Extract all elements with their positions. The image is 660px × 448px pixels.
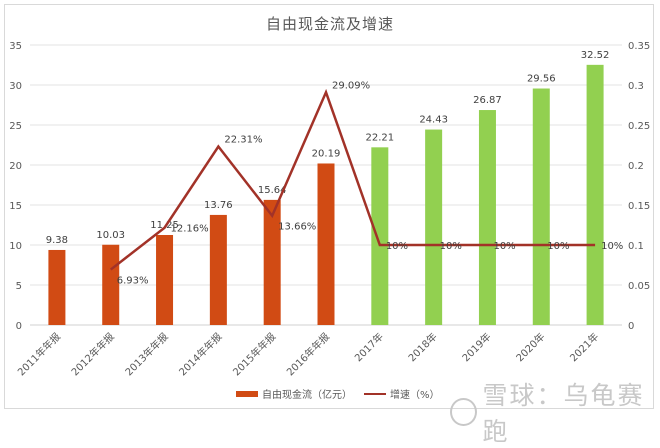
right-axis-tick: 0.25	[628, 121, 650, 132]
x-axis-label: 2017年	[352, 330, 386, 364]
legend-bar-swatch	[236, 390, 258, 397]
watermark: 雪球：乌龟赛跑	[450, 376, 660, 448]
left-axis-tick: 15	[9, 201, 22, 212]
left-axis-tick: 0	[16, 321, 22, 332]
legend: 自由现金流（亿元） 增速（%）	[236, 386, 440, 401]
x-axis-label: 2019年	[459, 330, 493, 364]
line-value-label: 13.66%	[278, 222, 316, 233]
line-value-label: 22.31%	[224, 135, 262, 146]
x-axis-label: 2018年	[405, 330, 439, 364]
bar	[425, 129, 443, 325]
bar-value-label: 15.64	[258, 185, 287, 196]
x-axis-label: 2011年年报	[15, 330, 63, 378]
bar	[48, 249, 66, 325]
line-value-label: 10%	[601, 241, 623, 252]
line-value-label: 10%	[440, 241, 462, 252]
bar-value-label: 9.38	[46, 235, 68, 246]
line-value-label: 29.09%	[332, 80, 370, 91]
chart-plot: 0 5 10 15 20 25 30 35 0 0.05 0.1 0.15 0.2 0.25 0.3 0.35…	[9, 41, 650, 378]
x-axis-label: 2021年	[567, 330, 601, 364]
bar-value-label: 13.76	[204, 200, 233, 211]
left-axis-tick: 5	[16, 281, 22, 292]
x-axis-label: 2020年	[513, 330, 547, 364]
bar-value-label: 24.43	[419, 115, 448, 126]
left-axis-tick: 20	[9, 161, 22, 172]
left-axis-tick: 30	[9, 81, 22, 92]
legend-line-label: 增速（%）	[390, 390, 440, 401]
line-value-label: 10%	[547, 241, 569, 252]
bar-value-label: 20.19	[312, 148, 341, 159]
bar-value-label: 29.56	[527, 74, 556, 85]
bar	[209, 214, 227, 325]
left-axis-tick: 25	[9, 121, 22, 132]
right-axis-tick: 0.2	[628, 161, 644, 172]
bar-value-label: 26.87	[473, 95, 502, 106]
x-axis-label: 2016年年报	[284, 330, 332, 378]
x-axis-label: 2013年年报	[122, 330, 170, 378]
bar	[156, 235, 174, 325]
right-axis-tick: 0.15	[628, 201, 650, 212]
bar-value-label: 10.03	[96, 230, 125, 241]
bar	[478, 110, 496, 325]
bar	[317, 163, 335, 325]
bar	[371, 147, 389, 325]
right-axis-tick: 0.35	[628, 41, 650, 52]
bar-value-label: 22.21	[365, 132, 394, 143]
x-axis-label: 2012年年报	[68, 330, 116, 378]
bar	[586, 64, 604, 325]
line-value-label: 12.16%	[171, 224, 209, 235]
line-value-label: 10%	[386, 241, 408, 252]
growth-line	[109, 88, 596, 271]
line-value-label: 6.93%	[117, 276, 149, 287]
line-value-label: 10%	[493, 241, 515, 252]
right-axis-tick: 0.3	[628, 81, 644, 92]
bar-value-label: 32.52	[581, 50, 610, 61]
right-axis-tick: 0.05	[628, 281, 650, 292]
legend-bar-label: 自由现金流（亿元）	[262, 390, 352, 401]
left-axis-tick: 10	[9, 241, 22, 252]
bar	[532, 88, 550, 326]
right-axis-tick: 0	[628, 321, 634, 332]
bar	[263, 199, 281, 325]
right-axis-tick: 0.1	[628, 241, 644, 252]
left-axis-tick: 35	[9, 41, 22, 52]
watermark-text: 雪球：乌龟赛跑	[482, 381, 645, 446]
chart-title: 自由现金流及增速	[265, 15, 394, 33]
x-axis-label: 2014年年报	[176, 330, 224, 378]
legend-line-swatch	[364, 392, 386, 395]
snowball-logo-icon	[450, 398, 477, 426]
x-axis-label: 2015年年报	[230, 330, 278, 378]
